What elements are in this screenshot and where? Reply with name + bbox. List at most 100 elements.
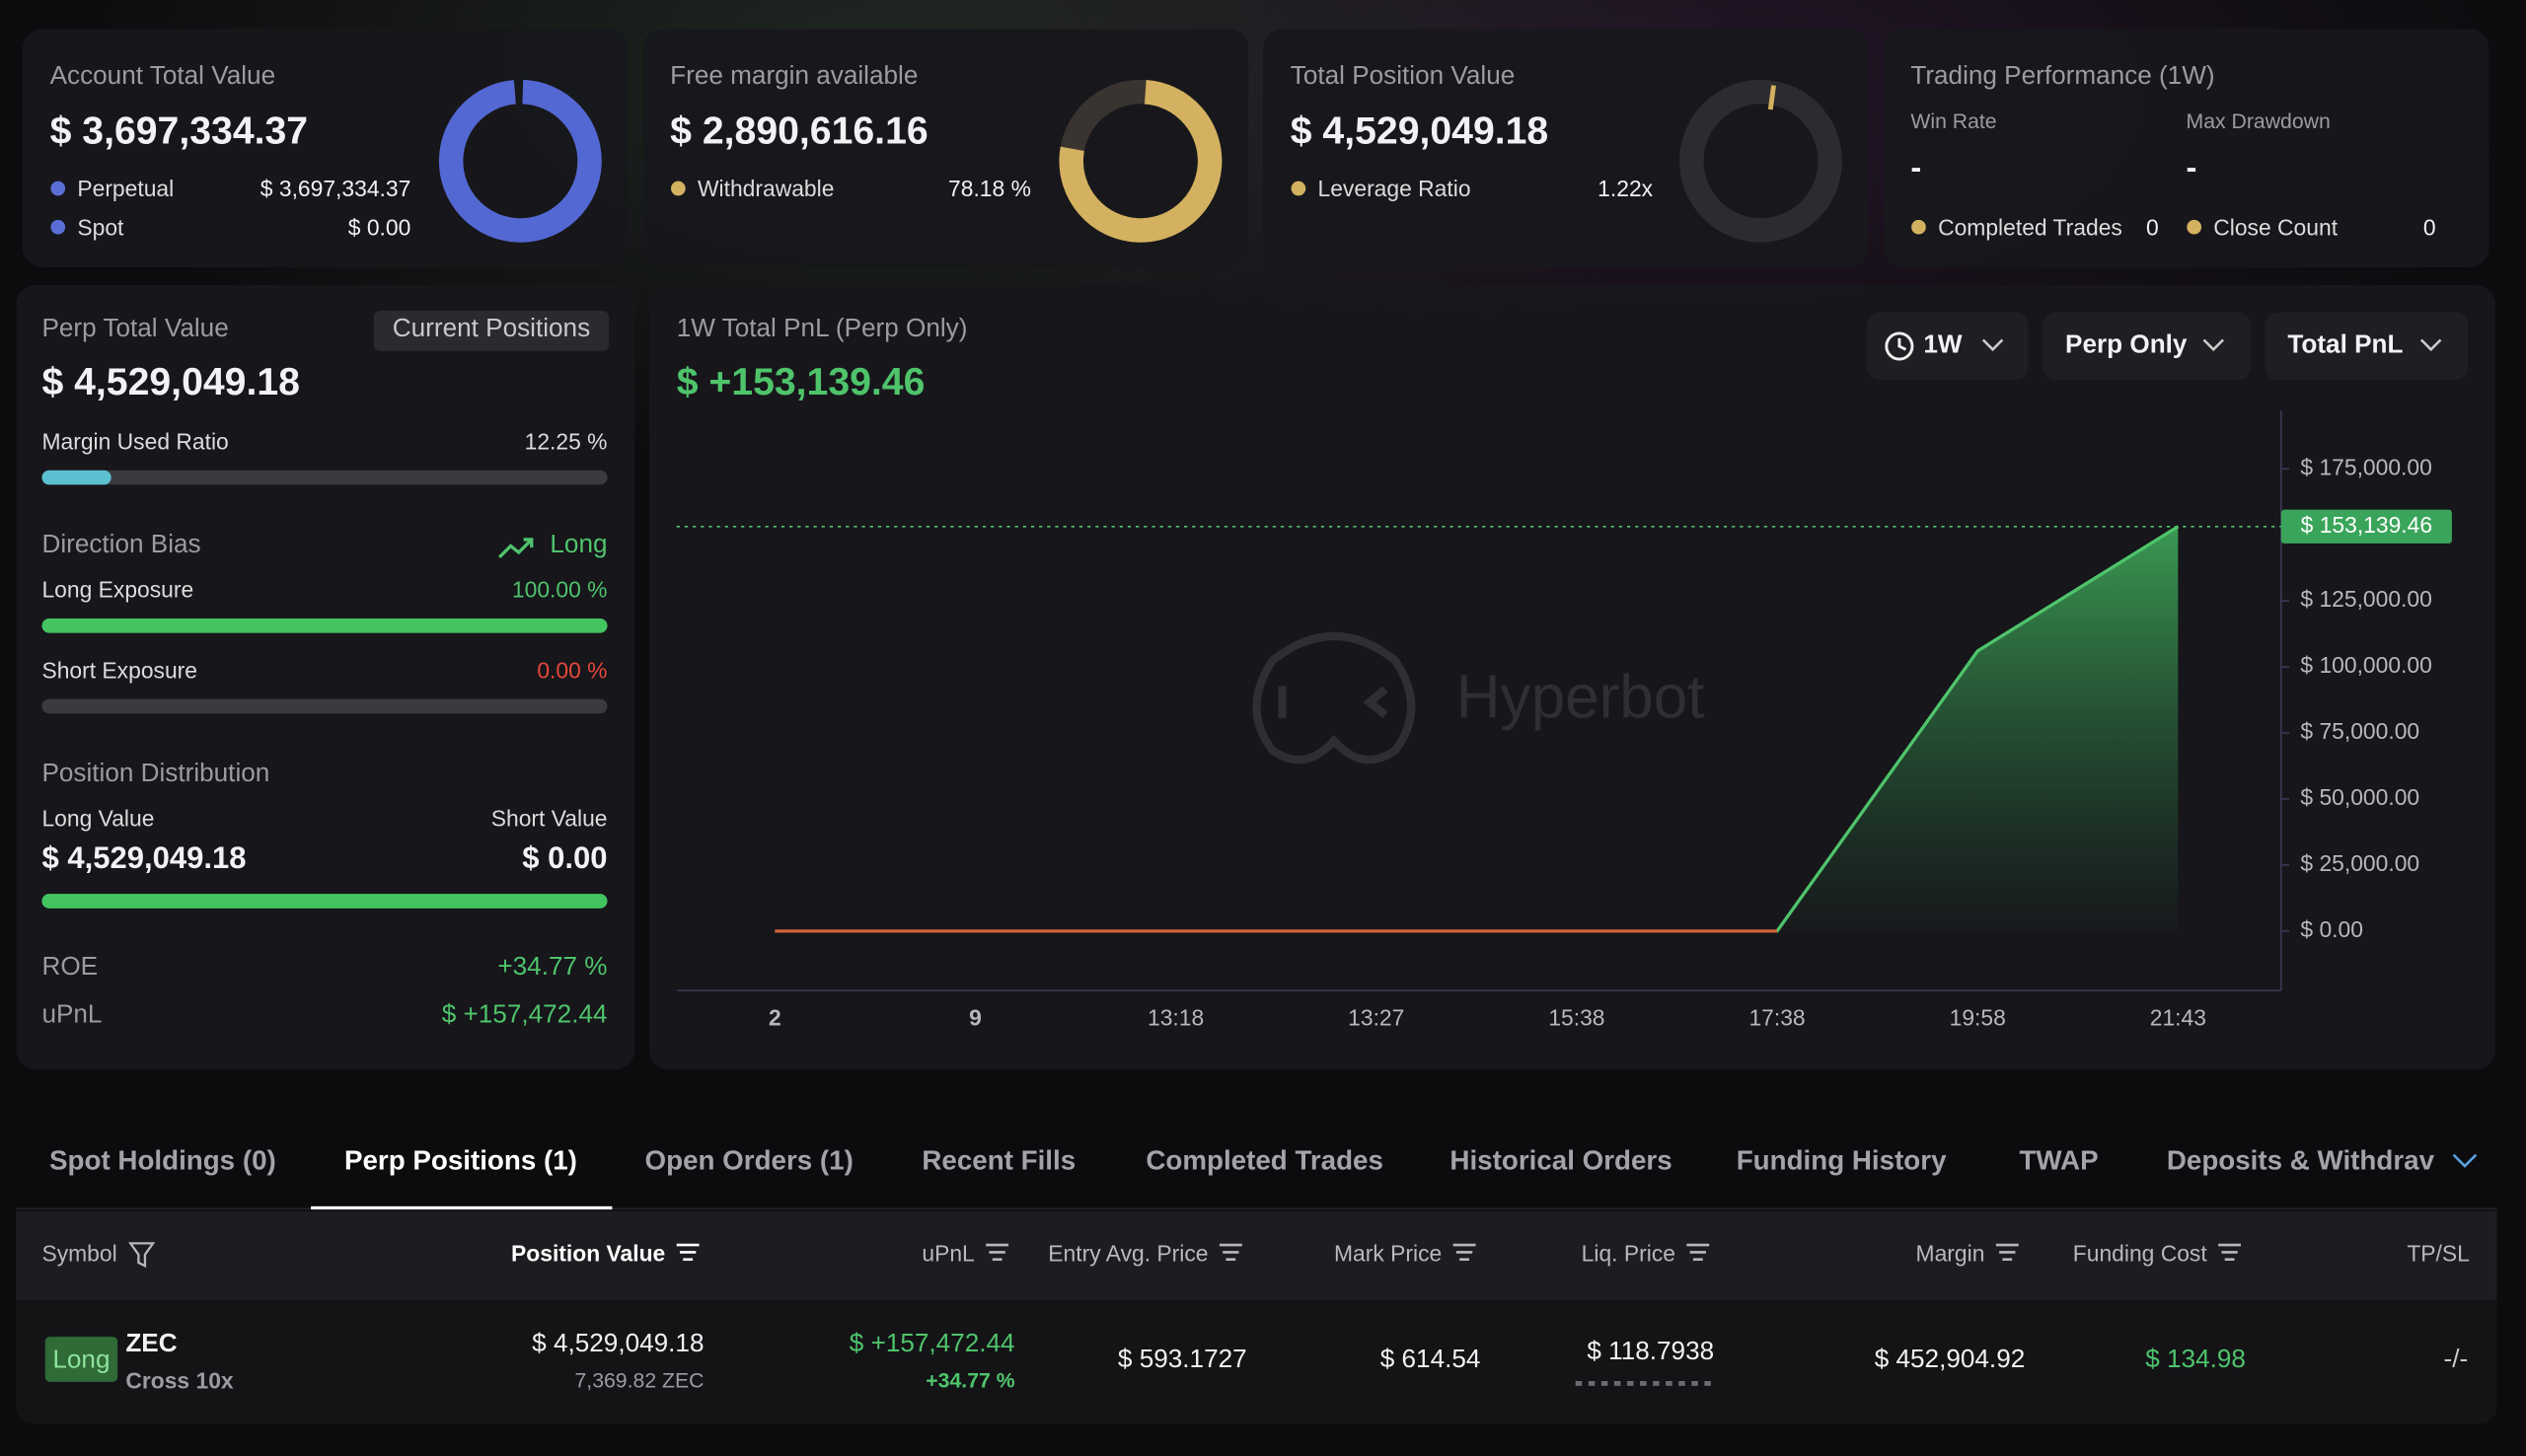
control-label[interactable]: Perp Only: [2065, 331, 2188, 360]
tab[interactable]: Recent Fills: [922, 1144, 1077, 1176]
card-title: Trading Performance (1W): [1910, 62, 2215, 91]
bar-track: [41, 698, 608, 714]
chart-title: 1W Total PnL (Perp Only): [676, 316, 968, 343]
mark-price: $ 614.54: [1379, 1346, 1481, 1374]
legend-dot: [1911, 219, 1926, 235]
y-tick-label: $ 75,000.00: [2300, 718, 2419, 744]
x-tick-label: 9: [969, 1005, 982, 1031]
y-tick-label: $ 125,000.00: [2300, 586, 2431, 612]
margin: $ 452,904.92: [1874, 1346, 2026, 1374]
column-header[interactable]: Funding Cost: [2072, 1240, 2207, 1267]
metric-value: $ 4,529,049.18: [41, 841, 247, 877]
stat-value: -: [2186, 150, 2197, 186]
stat-value: -: [1910, 150, 1922, 186]
area: [775, 526, 2179, 931]
metric-label: Short Exposure: [41, 657, 197, 684]
tab[interactable]: TWAP: [2019, 1144, 2099, 1176]
range-select[interactable]: [1867, 312, 2029, 381]
row-label: Close Count: [2213, 214, 2339, 241]
x-tick-label: 21:43: [2150, 1005, 2206, 1031]
column-header[interactable]: Symbol: [41, 1240, 117, 1267]
legend-dot: [50, 181, 66, 196]
tab[interactable]: Funding History: [1736, 1144, 1947, 1176]
card-value: $ 2,890,616.16: [670, 109, 929, 154]
y-tick-label: $ 50,000.00: [2300, 784, 2419, 810]
chevrons: [1981, 338, 2478, 1168]
x-tick-label: 15:38: [1548, 1005, 1604, 1031]
liq-price: $ 118.7938: [1587, 1338, 1715, 1366]
current-positions-button[interactable]: [373, 311, 610, 351]
pnl-panel: [648, 284, 2495, 1070]
column-header[interactable]: uPnL: [922, 1240, 975, 1267]
card-title: Free margin available: [670, 62, 919, 91]
metric-label: Long Exposure: [41, 576, 194, 603]
row-value: 0: [2422, 214, 2436, 241]
column-header[interactable]: Entry Avg. Price: [1048, 1240, 1209, 1267]
column-header[interactable]: Liq. Price: [1581, 1240, 1675, 1267]
card-value: $ 3,697,334.37: [49, 109, 309, 154]
row-label: Completed Trades: [1938, 214, 2122, 241]
perp-panel: [16, 284, 635, 1070]
watermark: Hyperbot: [1455, 664, 1705, 733]
line: [775, 525, 2180, 933]
tab[interactable]: Deposits & Withdrav: [2166, 1144, 2435, 1176]
x-tick-label: 13:18: [1148, 1005, 1204, 1031]
metric-value: $ +157,472.44: [441, 1001, 608, 1030]
row-label: Spot: [77, 214, 124, 241]
card-value: $ 4,529,049.18: [1290, 109, 1549, 154]
last-value-badge: [2280, 509, 2452, 544]
tab[interactable]: Open Orders (1): [644, 1144, 854, 1176]
metric-value: 100.00 %: [511, 576, 608, 603]
metric-label: Short Value: [490, 805, 608, 832]
legend-dot: [50, 219, 66, 235]
x-tick-label: 19:58: [1950, 1005, 2006, 1031]
watermark-logo: [1252, 631, 1416, 764]
metric-value: 0.00 %: [537, 657, 608, 684]
margin-mode: Cross 10x: [125, 1367, 234, 1394]
button-label[interactable]: Current Positions: [392, 316, 591, 343]
control-label[interactable]: Total PnL: [2287, 331, 2404, 360]
y-tick-label: $ 100,000.00: [2300, 652, 2431, 678]
chart-total: $ +153,139.46: [676, 360, 926, 404]
column-header[interactable]: TP/SL: [2407, 1240, 2470, 1267]
last-value-label: $ 153,139.46: [2301, 512, 2432, 538]
upnl-pct: +34.77 %: [926, 1367, 1015, 1393]
panel-value: $ 4,529,049.18: [41, 360, 300, 404]
card-title: Account Total Value: [49, 62, 276, 91]
y-tick-label: $ 175,000.00: [2300, 454, 2431, 479]
side-badge: [44, 1337, 118, 1382]
x-tick-label: 13:27: [1348, 1005, 1404, 1031]
filter-icon: [128, 1242, 156, 1269]
stat-label: Win Rate: [1910, 109, 1997, 133]
metric-label: uPnL: [41, 1001, 103, 1030]
legend-dot: [2187, 219, 2202, 235]
metric-value: $ 0.00: [522, 841, 608, 877]
row-value: 78.18 %: [948, 175, 1031, 202]
bar-fill: [41, 470, 111, 485]
control-label[interactable]: 1W: [1923, 331, 1963, 360]
donut-tick: [1767, 85, 1776, 110]
column-header[interactable]: Margin: [1915, 1240, 1985, 1267]
symbol[interactable]: ZEC: [125, 1330, 178, 1358]
donut-ring: [438, 79, 602, 243]
section-title: Position Distribution: [41, 760, 270, 788]
side-label: Long: [52, 1344, 110, 1373]
position-size: 7,369.82 ZEC: [574, 1367, 705, 1393]
x-tick-label: 2: [769, 1005, 781, 1031]
donut-track: [1679, 79, 1842, 243]
column-header[interactable]: Position Value: [511, 1240, 666, 1267]
metric-label: ROE: [41, 953, 99, 982]
tab[interactable]: Completed Trades: [1146, 1144, 1383, 1176]
tab[interactable]: Spot Holdings (0): [49, 1144, 276, 1176]
tab[interactable]: Perp Positions (1): [343, 1144, 577, 1176]
bar-fill: [41, 618, 608, 633]
active-tab-indicator: [311, 1205, 613, 1210]
tab[interactable]: Historical Orders: [1449, 1144, 1672, 1176]
upnl: $ +157,472.44: [849, 1330, 1015, 1358]
bar-track: [41, 470, 608, 485]
column-header[interactable]: Mark Price: [1333, 1240, 1443, 1267]
funding-cost: $ 134.98: [2145, 1346, 2246, 1374]
